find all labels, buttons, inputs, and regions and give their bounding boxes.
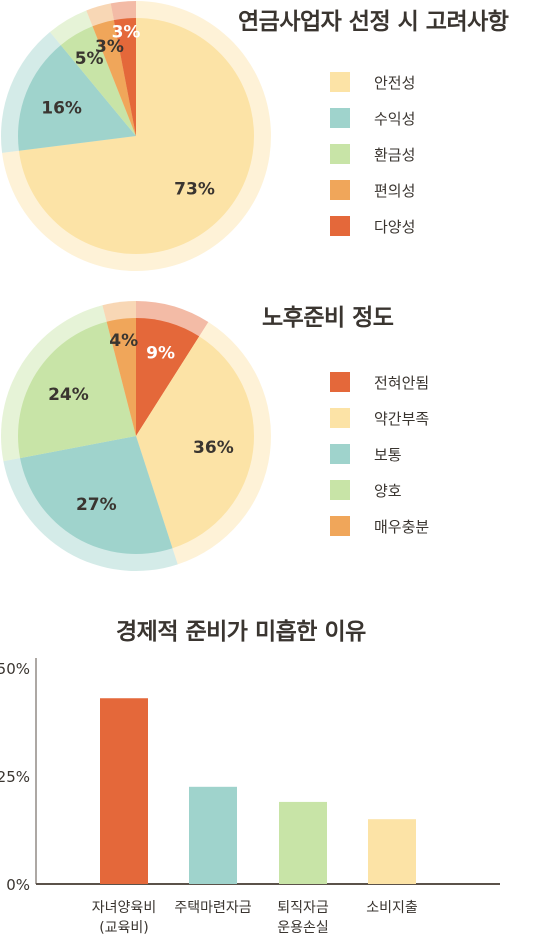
legend-label: 매우충분	[374, 517, 430, 536]
legend-item: 환금성	[330, 136, 415, 172]
data-label: 16%	[41, 99, 82, 119]
data-label: 73%	[174, 180, 215, 200]
bar-chart-insufficient-reasons: 경제적 준비가 미흡한 이유 0% 25% 50% 자녀양육비 (교육비) 주택마련자금 퇴…	[0, 590, 540, 952]
pie-plot: 73%16%5%3%3%	[0, 1, 272, 272]
legend-swatch	[330, 180, 350, 200]
chart-title: 경제적 준비가 미흡한 이유	[116, 619, 366, 645]
bar	[279, 801, 327, 884]
legend-label: 약간부족	[374, 409, 430, 428]
pie-slice	[92, 20, 136, 137]
bar	[368, 819, 416, 884]
legend-item: 편의성	[330, 172, 415, 208]
pie-chart-pension-factors: 연금사업자 선정 시 고려사항 73% 16% 5% 3% 3% 안전성 수익성 환금성 편의…	[0, 0, 540, 290]
legend-item: 다양성	[330, 208, 415, 244]
legend-item: 매우충분	[330, 508, 429, 544]
data-label: 3%	[112, 22, 141, 42]
pie-slice	[20, 436, 173, 554]
legend-swatch	[330, 108, 350, 128]
legend-swatch	[330, 444, 350, 464]
pie-slice	[17, 45, 136, 151]
pie-plot: 9% 36% 27% 24% 4%	[0, 301, 271, 571]
legend-label: 양호	[374, 481, 402, 500]
y-tick-label: 0%	[6, 876, 30, 894]
chart-title: 연금사업자 선정 시 고려사항	[238, 9, 509, 35]
legend-label: 보통	[374, 445, 402, 464]
y-tick-label: 25%	[0, 768, 30, 786]
legend-item: 양호	[330, 472, 429, 508]
x-tick-label: 주택마련자금	[174, 900, 251, 916]
pie-slice	[106, 318, 136, 436]
legend-item: 약간부족	[330, 400, 429, 436]
legend-swatch	[330, 216, 350, 236]
legend-label: 편의성	[374, 181, 416, 200]
legend-item: 보통	[330, 436, 429, 472]
data-label: 9%	[146, 343, 175, 363]
legend-swatch	[330, 144, 350, 164]
legend-label: 환금성	[374, 145, 416, 164]
chart-title: 노후준비 정도	[262, 305, 394, 331]
x-tick-label: 소비지출	[366, 900, 418, 916]
legend-item: 수익성	[330, 100, 415, 136]
bar	[189, 786, 237, 884]
pie-slice	[18, 321, 137, 459]
legend-swatch	[330, 72, 350, 92]
legend-label: 전혀안됨	[374, 373, 430, 392]
legend-item: 안전성	[330, 64, 415, 100]
x-tick-label: 운용손실	[277, 920, 329, 936]
legend-label: 안전성	[374, 73, 416, 92]
legend-label: 수익성	[374, 109, 416, 128]
data-label: 27%	[76, 495, 117, 515]
data-label: 4%	[109, 331, 138, 351]
pie-slice	[18, 18, 255, 254]
legend-swatch	[330, 480, 350, 500]
legend-swatch	[330, 372, 350, 392]
pie-slice	[113, 18, 136, 136]
data-label: 36%	[193, 438, 234, 458]
legend-swatch	[330, 408, 350, 428]
y-tick-label: 50%	[0, 660, 30, 678]
pie-slice	[136, 318, 200, 436]
legend-swatch	[330, 516, 350, 536]
legend-item: 전혀안됨	[330, 364, 429, 400]
pie-slice	[136, 336, 254, 549]
x-tick-label: 자녀양육비	[92, 900, 156, 916]
pie-slice	[60, 26, 137, 136]
legend-label: 다양성	[374, 217, 416, 236]
bar	[100, 698, 148, 884]
data-label: 3%	[95, 37, 124, 57]
data-label: 24%	[48, 385, 89, 405]
x-tick-label: 퇴직자금	[277, 900, 329, 916]
data-label: 5%	[75, 49, 104, 69]
x-tick-label: (교육비)	[99, 920, 149, 936]
